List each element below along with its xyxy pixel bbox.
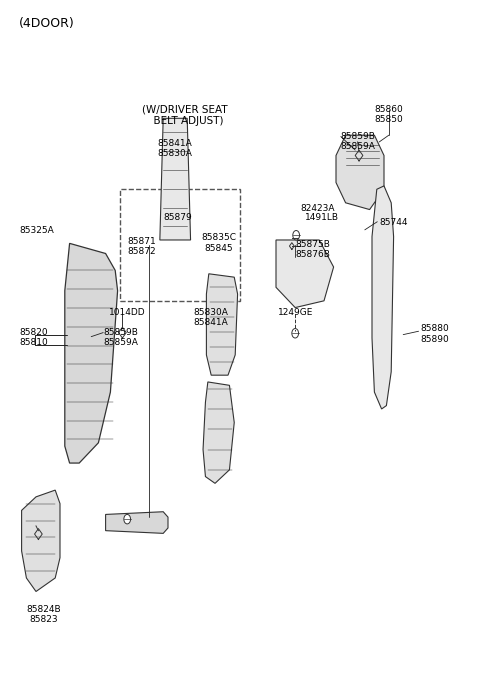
Text: 85820
85810: 85820 85810: [19, 328, 48, 347]
Text: 85830A
85841A: 85830A 85841A: [194, 308, 228, 327]
Circle shape: [293, 231, 300, 240]
Text: 1014DD: 1014DD: [109, 308, 145, 316]
Text: 85325A: 85325A: [19, 226, 54, 235]
Text: 85744: 85744: [379, 218, 408, 226]
Text: 82423A: 82423A: [300, 204, 335, 213]
Text: 85860
85850: 85860 85850: [374, 105, 403, 124]
Polygon shape: [106, 512, 168, 533]
Text: 1249GE: 1249GE: [277, 308, 313, 316]
Text: 85824B
85823: 85824B 85823: [26, 605, 60, 625]
Polygon shape: [372, 186, 394, 409]
Text: 85880
85890: 85880 85890: [420, 324, 449, 344]
Text: (4DOOR): (4DOOR): [19, 17, 75, 30]
Text: 85835C
85845: 85835C 85845: [201, 233, 236, 253]
Polygon shape: [206, 274, 238, 375]
Text: 85841A
85830A: 85841A 85830A: [158, 139, 192, 158]
Polygon shape: [276, 240, 334, 308]
Text: 85859B
85859A: 85859B 85859A: [103, 328, 138, 347]
Polygon shape: [65, 243, 118, 463]
Polygon shape: [203, 382, 234, 483]
Text: 85859B
85859A: 85859B 85859A: [341, 132, 376, 151]
Polygon shape: [22, 490, 60, 592]
Text: (W/DRIVER SEAT
  BELT ADJUST): (W/DRIVER SEAT BELT ADJUST): [142, 105, 228, 126]
Text: 1491LB: 1491LB: [305, 213, 339, 222]
Polygon shape: [336, 135, 384, 210]
Circle shape: [124, 514, 131, 524]
Text: 85875B
85876B: 85875B 85876B: [295, 240, 330, 260]
Text: 85871
85872: 85871 85872: [127, 237, 156, 256]
Circle shape: [292, 329, 299, 338]
Text: 85879: 85879: [163, 213, 192, 222]
Polygon shape: [160, 118, 191, 240]
